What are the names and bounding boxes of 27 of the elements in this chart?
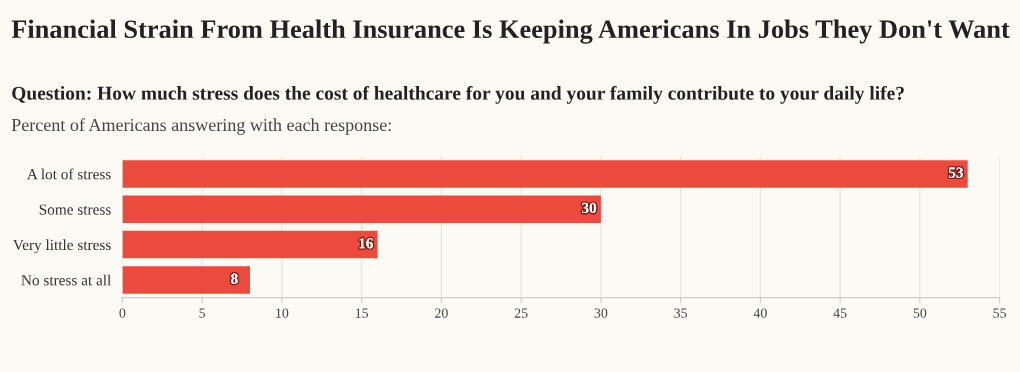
chart-subtitle: Question: How much stress does the cost of healthcare for you and your family contribute to your daily life? xyxy=(12,85,904,104)
y-tick-label: Some stress xyxy=(39,204,111,215)
bar xyxy=(122,160,968,188)
chart-title: Financial Strain From Health Insurance Is Keeping Americans In Jobs They Don't Want xyxy=(11,19,1010,44)
y-tick-label: No stress at all xyxy=(21,274,111,286)
x-tick-label: 40 xyxy=(753,308,767,318)
data-label: 30 xyxy=(582,202,597,214)
data-label: 8 xyxy=(231,273,238,284)
x-tick-label: 0 xyxy=(119,308,126,318)
y-tick-label: Very little stress xyxy=(13,239,111,254)
x-tick-label: 25 xyxy=(514,308,528,318)
x-tick-label: 5 xyxy=(199,308,206,318)
x-tick-label: 55 xyxy=(993,308,1006,318)
x-tick-label: 45 xyxy=(833,308,847,318)
bar xyxy=(122,195,601,224)
x-tick-label: 20 xyxy=(435,308,448,318)
bar xyxy=(122,266,250,294)
x-tick-label: 50 xyxy=(913,308,927,318)
x-tick-label: 30 xyxy=(594,308,608,318)
text: Percent of Americans answering with each response: xyxy=(11,118,391,135)
y-tick-label: A lot of stress xyxy=(26,168,111,180)
bar xyxy=(122,230,378,259)
data-label: 16 xyxy=(359,238,373,249)
x-tick-label: 10 xyxy=(276,308,289,318)
x-tick-label: 35 xyxy=(674,308,688,318)
data-label: 53 xyxy=(948,167,964,178)
x-tick-label: 15 xyxy=(355,308,369,318)
